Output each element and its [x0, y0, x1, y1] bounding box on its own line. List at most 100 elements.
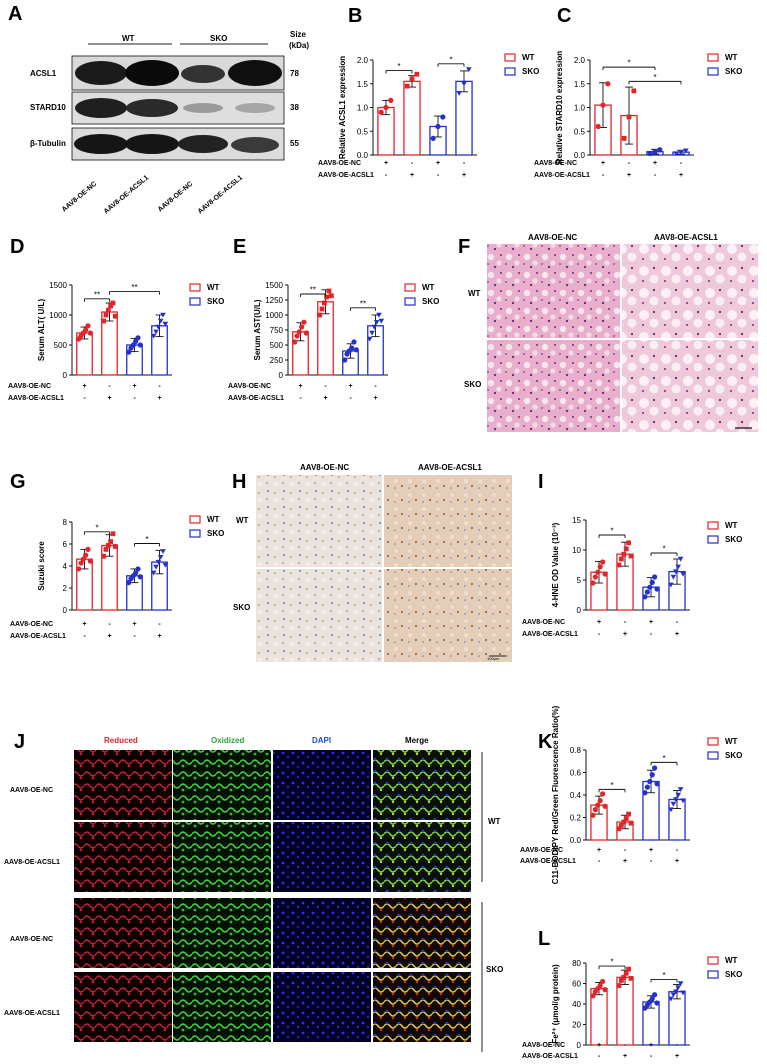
data-point — [87, 558, 93, 564]
fluor-image-oxidized-row3 — [173, 898, 271, 968]
treatment-sign: - — [624, 1042, 627, 1049]
treatment-sign: + — [107, 633, 111, 640]
lane-label: AAV8-OE-ACSL1 — [197, 174, 244, 215]
data-point — [101, 553, 107, 559]
sig-label: * — [95, 523, 98, 532]
data-point — [150, 570, 157, 576]
data-point — [631, 88, 637, 94]
y-axis-label: Serum ALT( U/L) — [37, 299, 46, 362]
fluor-image-merge-row3 — [373, 898, 471, 968]
chart-i: I 0 5 10 15 4-HNE OD Value (10⁻³) * * WT SKO AAV8-… — [522, 471, 742, 638]
treatment-sign: - — [108, 621, 111, 628]
data-point — [652, 765, 658, 771]
blot-wt-label: WT — [122, 34, 135, 43]
legend-label-sko: SKO — [725, 67, 742, 76]
data-point — [78, 560, 84, 566]
legend-swatch-sko — [707, 751, 719, 760]
band — [178, 135, 228, 153]
data-point — [126, 580, 132, 586]
data-point — [342, 357, 348, 363]
data-point — [600, 791, 606, 797]
he-image-wt-acsl1 — [622, 244, 758, 338]
treatment-row-label: AAV8-OE-ACSL1 — [8, 395, 64, 402]
treatment-sign: + — [597, 1042, 601, 1049]
panel-letter-i: I — [538, 471, 544, 493]
legend-label-sko: SKO — [725, 751, 742, 760]
treatment-row-label: AAV8-OE-ACSL1 — [520, 858, 576, 865]
data-point — [621, 974, 627, 980]
treatment-row-label: AAV8-OE-ACSL1 — [228, 395, 284, 402]
panel-letter-b: B — [348, 5, 362, 27]
treatment-sign: - — [324, 383, 327, 390]
data-point — [675, 564, 682, 570]
data-point — [670, 801, 677, 807]
he-image-sko-nc — [487, 340, 620, 432]
fluor-image-reduced-row2 — [74, 822, 172, 892]
treatment-sign: - — [602, 172, 605, 179]
y-tick-label: 500 — [54, 341, 68, 350]
he-image-wt-nc — [487, 244, 620, 338]
data-point — [649, 772, 655, 778]
charts: B 0.0 0.5 1.0 1.5 2.0 Relative ACSL1 expressio… — [8, 5, 742, 1060]
treatment-sign: + — [623, 1053, 627, 1060]
legend-swatch-sko — [404, 297, 416, 306]
data-point — [618, 822, 624, 828]
legend-label-sko: SKO — [725, 535, 742, 544]
data-point — [628, 553, 634, 559]
data-point — [649, 996, 655, 1002]
data-point — [126, 349, 132, 355]
data-point — [678, 149, 684, 155]
panel-f: F AAV8-OE-NC AAV8-OE-ACSL1 WT SKO — [458, 233, 758, 432]
panel-letter-e: E — [233, 236, 246, 258]
treatment-sign: - — [437, 172, 440, 179]
band — [126, 99, 178, 117]
chart-g: G 0 2 4 6 8 Suzuki score * * WT SKO AAV8-OE-NC + - + - A… — [10, 471, 224, 640]
data-point — [652, 574, 658, 580]
data-point — [351, 339, 357, 345]
data-point — [162, 562, 169, 568]
data-point — [668, 996, 674, 1002]
data-point — [461, 81, 467, 87]
y-tick-label: 5 — [577, 576, 582, 585]
data-point — [628, 820, 634, 826]
data-point — [103, 312, 109, 318]
sig-label: * — [610, 958, 613, 967]
chart-l: L 0 20 40 60 80 Fe²⁺ (μmol/g protein) * * WT SKO AA… — [522, 928, 742, 1060]
data-point — [592, 807, 598, 813]
legend-swatch-wt — [707, 737, 719, 746]
treatment-sign: - — [299, 395, 302, 402]
y-tick-label: 0.0 — [574, 151, 586, 160]
treatment-sign: + — [675, 631, 679, 638]
fluor-header-oxidized: Oxidized — [211, 736, 244, 745]
chart-c: C 0.0 0.5 1.0 1.5 2.0 Relative STARD10 express… — [534, 5, 742, 179]
sig-label: * — [610, 527, 613, 536]
legend-swatch-sko — [707, 970, 719, 979]
fluor-row-label: AAV8-OE-ACSL1 — [4, 859, 60, 866]
band — [183, 103, 223, 113]
treatment-sign: + — [649, 847, 653, 854]
treatment-sign: - — [676, 847, 679, 854]
data-point — [642, 790, 648, 796]
data-point — [373, 320, 380, 325]
data-point — [296, 329, 302, 335]
data-point — [87, 330, 93, 336]
y-tick-label: 0.6 — [570, 769, 582, 778]
blot-protein-tubulin: β-Tubulin — [30, 139, 66, 148]
treatment-row-label: AAV8-OE-NC — [8, 383, 51, 390]
treatment-sign: - — [83, 395, 86, 402]
kda-78: 78 — [290, 69, 299, 78]
data-point — [677, 556, 684, 562]
treatment-sign: + — [679, 172, 683, 179]
data-point — [672, 797, 679, 803]
y-tick-label: 15 — [572, 516, 581, 525]
sig-label: * — [610, 781, 613, 790]
y-tick-label: 1000 — [265, 311, 283, 320]
legend-label-sko: SKO — [207, 529, 224, 538]
data-point — [404, 83, 410, 89]
data-point — [675, 985, 682, 991]
treatment-sign: + — [410, 172, 414, 179]
legend-label-wt: WT — [207, 283, 220, 292]
data-point — [103, 546, 109, 552]
data-point — [597, 564, 603, 570]
